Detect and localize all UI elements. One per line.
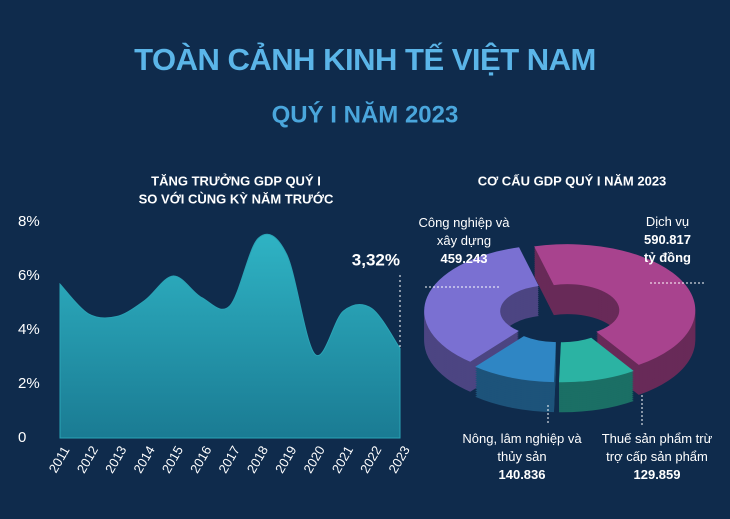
x-tick-label: 2020 <box>300 443 327 476</box>
chart-title: TĂNG TRƯỞNG GDP QUÝ I <box>151 173 321 188</box>
value-label: 140.836 <box>498 467 546 482</box>
value-label: 3,32% <box>352 250 400 269</box>
pie-chart <box>424 244 696 413</box>
slice-label: Công nghiệp và xây dựng 459.243 <box>414 214 514 268</box>
x-tick-label: 2011 <box>46 444 73 476</box>
value-label: 590.817 <box>644 232 691 247</box>
category-label: Thuế sản phẩm trừ trợ cấp sản phẩm <box>601 431 713 464</box>
slice-label: Nông, lâm nghiệp và thủy sản 140.836 <box>462 430 582 484</box>
chart-title: CƠ CẤU GDP QUÝ I NĂM 2023 <box>478 173 667 188</box>
slice <box>559 337 634 383</box>
x-tick-label: 2014 <box>130 443 157 476</box>
x-tick-label: 2023 <box>385 443 412 476</box>
page-title: TOÀN CẢNH KINH TẾ VIỆT NAM <box>134 41 596 77</box>
y-tick-label: 8% <box>18 213 40 230</box>
y-tick-label: 2% <box>18 375 40 392</box>
value-label: 129.859 <box>633 467 681 482</box>
value-label: 459.243 <box>440 251 488 266</box>
x-tick-label: 2016 <box>187 443 214 476</box>
page-subtitle: QUÝ I NĂM 2023 <box>272 100 459 128</box>
slice <box>424 247 539 362</box>
x-tick-label: 2022 <box>357 443 384 476</box>
y-tick-label: 0 <box>18 429 26 446</box>
x-tick-label: 2021 <box>329 443 356 476</box>
slice-label: Dịch vụ 590.817 tỷ đồng <box>620 213 715 267</box>
slice <box>534 244 696 365</box>
y-tick-label: 6% <box>18 267 40 284</box>
x-tick-label: 2019 <box>272 443 299 476</box>
area <box>59 233 401 439</box>
slice <box>475 336 556 383</box>
chart-subtitle: SO VỚI CÙNG KỲ NĂM TRƯỚC <box>139 191 334 206</box>
x-tick-label: 2013 <box>102 443 129 476</box>
y-tick-label: 4% <box>18 321 40 338</box>
slice-label: Thuế sản phẩm trừ trợ cấp sản phẩm 129.85… <box>592 430 722 484</box>
x-tick-label: 2012 <box>74 443 101 476</box>
x-tick-label: 2015 <box>159 443 186 476</box>
x-tick-label: 2017 <box>215 443 242 476</box>
category-label: Nông, lâm nghiệp và thủy sản <box>462 431 582 464</box>
category-label: Dịch vụ <box>645 214 690 229</box>
area-chart: 02%4%6%8%2011 2012 2013 2014 2015 2016 2017 201… <box>18 213 413 476</box>
x-tick-label: 2018 <box>244 443 271 476</box>
unit-label: tỷ đồng <box>644 250 691 265</box>
category-label: Công nghiệp và xây dựng <box>418 215 510 248</box>
